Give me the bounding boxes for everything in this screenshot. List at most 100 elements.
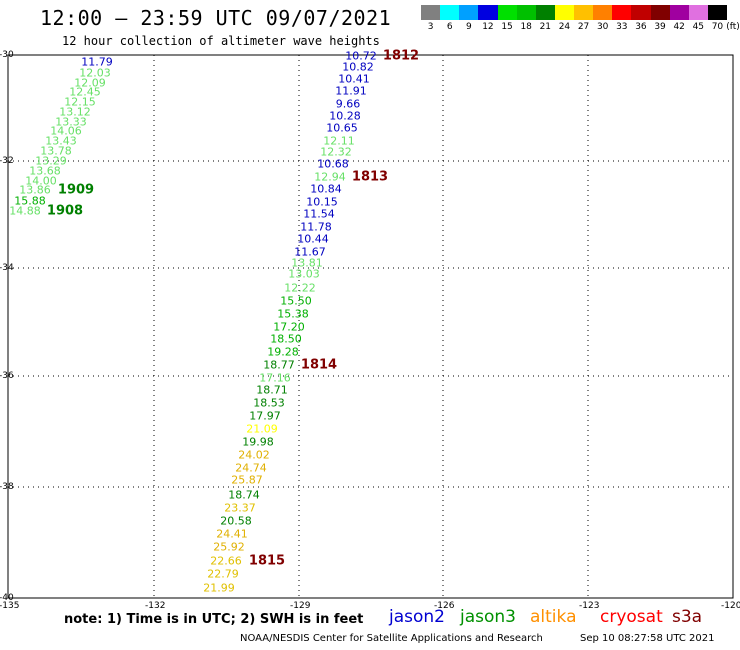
legend-swatch	[612, 5, 632, 20]
latitude-tick: -36	[0, 371, 14, 381]
wave-height-label: 9.66	[335, 97, 361, 111]
legend-swatch	[516, 5, 536, 20]
legend-label: 30	[596, 22, 609, 32]
wave-height-label: 11.91	[335, 84, 367, 98]
wave-height-label: 11.54	[303, 207, 335, 221]
longitude-tick: -123	[579, 601, 600, 611]
wave-height-label: 25.92	[213, 540, 245, 554]
generation-timestamp: Sep 10 08:27:58 UTC 2021	[580, 633, 715, 644]
wave-height-label: 10.84	[310, 182, 342, 196]
latitude-tick: -30	[0, 50, 14, 60]
legend-swatch	[554, 5, 574, 20]
wave-height-label: 24.74	[235, 461, 267, 475]
wave-height-label: 15.88	[14, 194, 46, 208]
wave-height-label: 23.37	[224, 501, 256, 515]
track-id-label: 1815	[248, 553, 286, 569]
track-id-label: 1908	[46, 203, 84, 219]
satellite-name: jason2	[389, 607, 445, 627]
credit-text: NOAA/NESDIS Center for Satellite Applica…	[240, 633, 543, 644]
wave-height-label: 18.50	[270, 332, 302, 346]
wave-height-label: 17.97	[249, 409, 281, 423]
wave-height-label: 24.41	[216, 527, 248, 541]
map-frame	[7, 54, 734, 599]
legend-swatch	[688, 5, 708, 20]
wave-height-label: 14.00	[25, 174, 57, 188]
satellite-name: cryosat	[600, 607, 663, 627]
wave-height-label: 17.16	[259, 371, 291, 385]
legend-swatch	[535, 5, 555, 20]
latitude-tick: -32	[0, 156, 14, 166]
wave-height-label: 20.58	[220, 514, 252, 528]
track-id-label: 1812	[382, 48, 420, 64]
legend-label: 6	[446, 22, 453, 32]
wave-height-label: 10.82	[342, 60, 374, 74]
wave-height-label: 18.71	[256, 383, 288, 397]
legend-swatch	[669, 5, 689, 20]
latitude-tick: -34	[0, 263, 14, 273]
legend-label: 45	[692, 22, 705, 32]
wave-height-label: 21.09	[246, 422, 278, 436]
footer-note: note: 1) Time is in UTC; 2) SWH is in fe…	[64, 612, 364, 627]
wave-height-label: 11.79	[81, 55, 113, 69]
wave-height-label: 24.02	[238, 448, 270, 462]
wave-height-label: 13.12	[59, 105, 91, 119]
legend-swatch	[459, 5, 479, 20]
wave-height-label: 13.29	[35, 154, 67, 168]
wave-height-label: 12.15	[64, 95, 96, 109]
legend-label: 33	[616, 22, 628, 32]
legend-swatch	[631, 5, 651, 20]
longitude-tick: -129	[290, 601, 311, 611]
wave-height-label: 10.44	[297, 232, 329, 246]
wave-height-label: 15.50	[280, 294, 312, 308]
wave-height-label: 15.38	[277, 307, 309, 321]
satellite-name: jason3	[460, 607, 516, 627]
wave-height-label: 13.43	[45, 134, 77, 148]
legend-swatch	[421, 5, 441, 20]
wave-height-label: 19.98	[242, 435, 274, 449]
wave-height-label: 13.81	[291, 256, 323, 270]
wave-height-label: 19.28	[267, 345, 299, 359]
legend-swatch	[574, 5, 594, 20]
legend-label: 21	[539, 22, 552, 32]
legend-swatch	[440, 5, 460, 20]
satellite-name: s3a	[672, 607, 703, 627]
legend-label: 42	[673, 22, 685, 32]
wave-height-label: 10.28	[329, 109, 361, 123]
longitude-tick: -120	[721, 601, 740, 611]
legend-label: 70	[711, 22, 724, 32]
wave-height-label: 12.32	[320, 145, 352, 159]
wave-height-label: 21.99	[203, 581, 235, 595]
track-id-label: 1909	[57, 182, 95, 198]
wave-height-label: 22.79	[207, 567, 239, 581]
legend-label: 3	[427, 22, 434, 32]
wave-height-label: 12.94	[314, 170, 346, 184]
longitude-tick: -126	[434, 601, 455, 611]
wave-height-label: 10.65	[326, 121, 358, 135]
legend-label: 36	[635, 22, 647, 32]
wave-height-label: 12.11	[323, 134, 355, 148]
legend-swatch	[707, 5, 727, 20]
legend-swatch	[478, 5, 498, 20]
wave-height-label: 13.33	[55, 115, 87, 129]
map-subtitle: 12 hour collection of altimeter wave hei…	[62, 34, 380, 48]
wave-height-label: 14.88	[9, 204, 41, 218]
legend-label: 15	[501, 22, 513, 32]
wave-height-label: 12.03	[79, 66, 111, 80]
latitude-tick: -40	[0, 593, 14, 603]
wave-height-label: 14.06	[50, 124, 82, 138]
legend-swatch	[497, 5, 517, 20]
wave-height-label: 13.86	[19, 183, 51, 197]
color-legend	[421, 5, 727, 20]
satellite-name: altika	[530, 607, 577, 627]
legend-label: 27	[577, 22, 590, 32]
wave-height-label: 22.66	[210, 554, 242, 568]
wave-height-label: 25.87	[231, 473, 263, 487]
wave-height-label: 12.09	[74, 76, 106, 90]
legend-label: 12	[482, 22, 494, 32]
track-id-label: 1813	[351, 169, 389, 185]
wave-height-label: 17.20	[273, 320, 305, 334]
longitude-tick: -135	[0, 601, 20, 611]
legend-unit: (ft)	[726, 22, 740, 32]
wave-height-label: 18.74	[228, 488, 260, 502]
